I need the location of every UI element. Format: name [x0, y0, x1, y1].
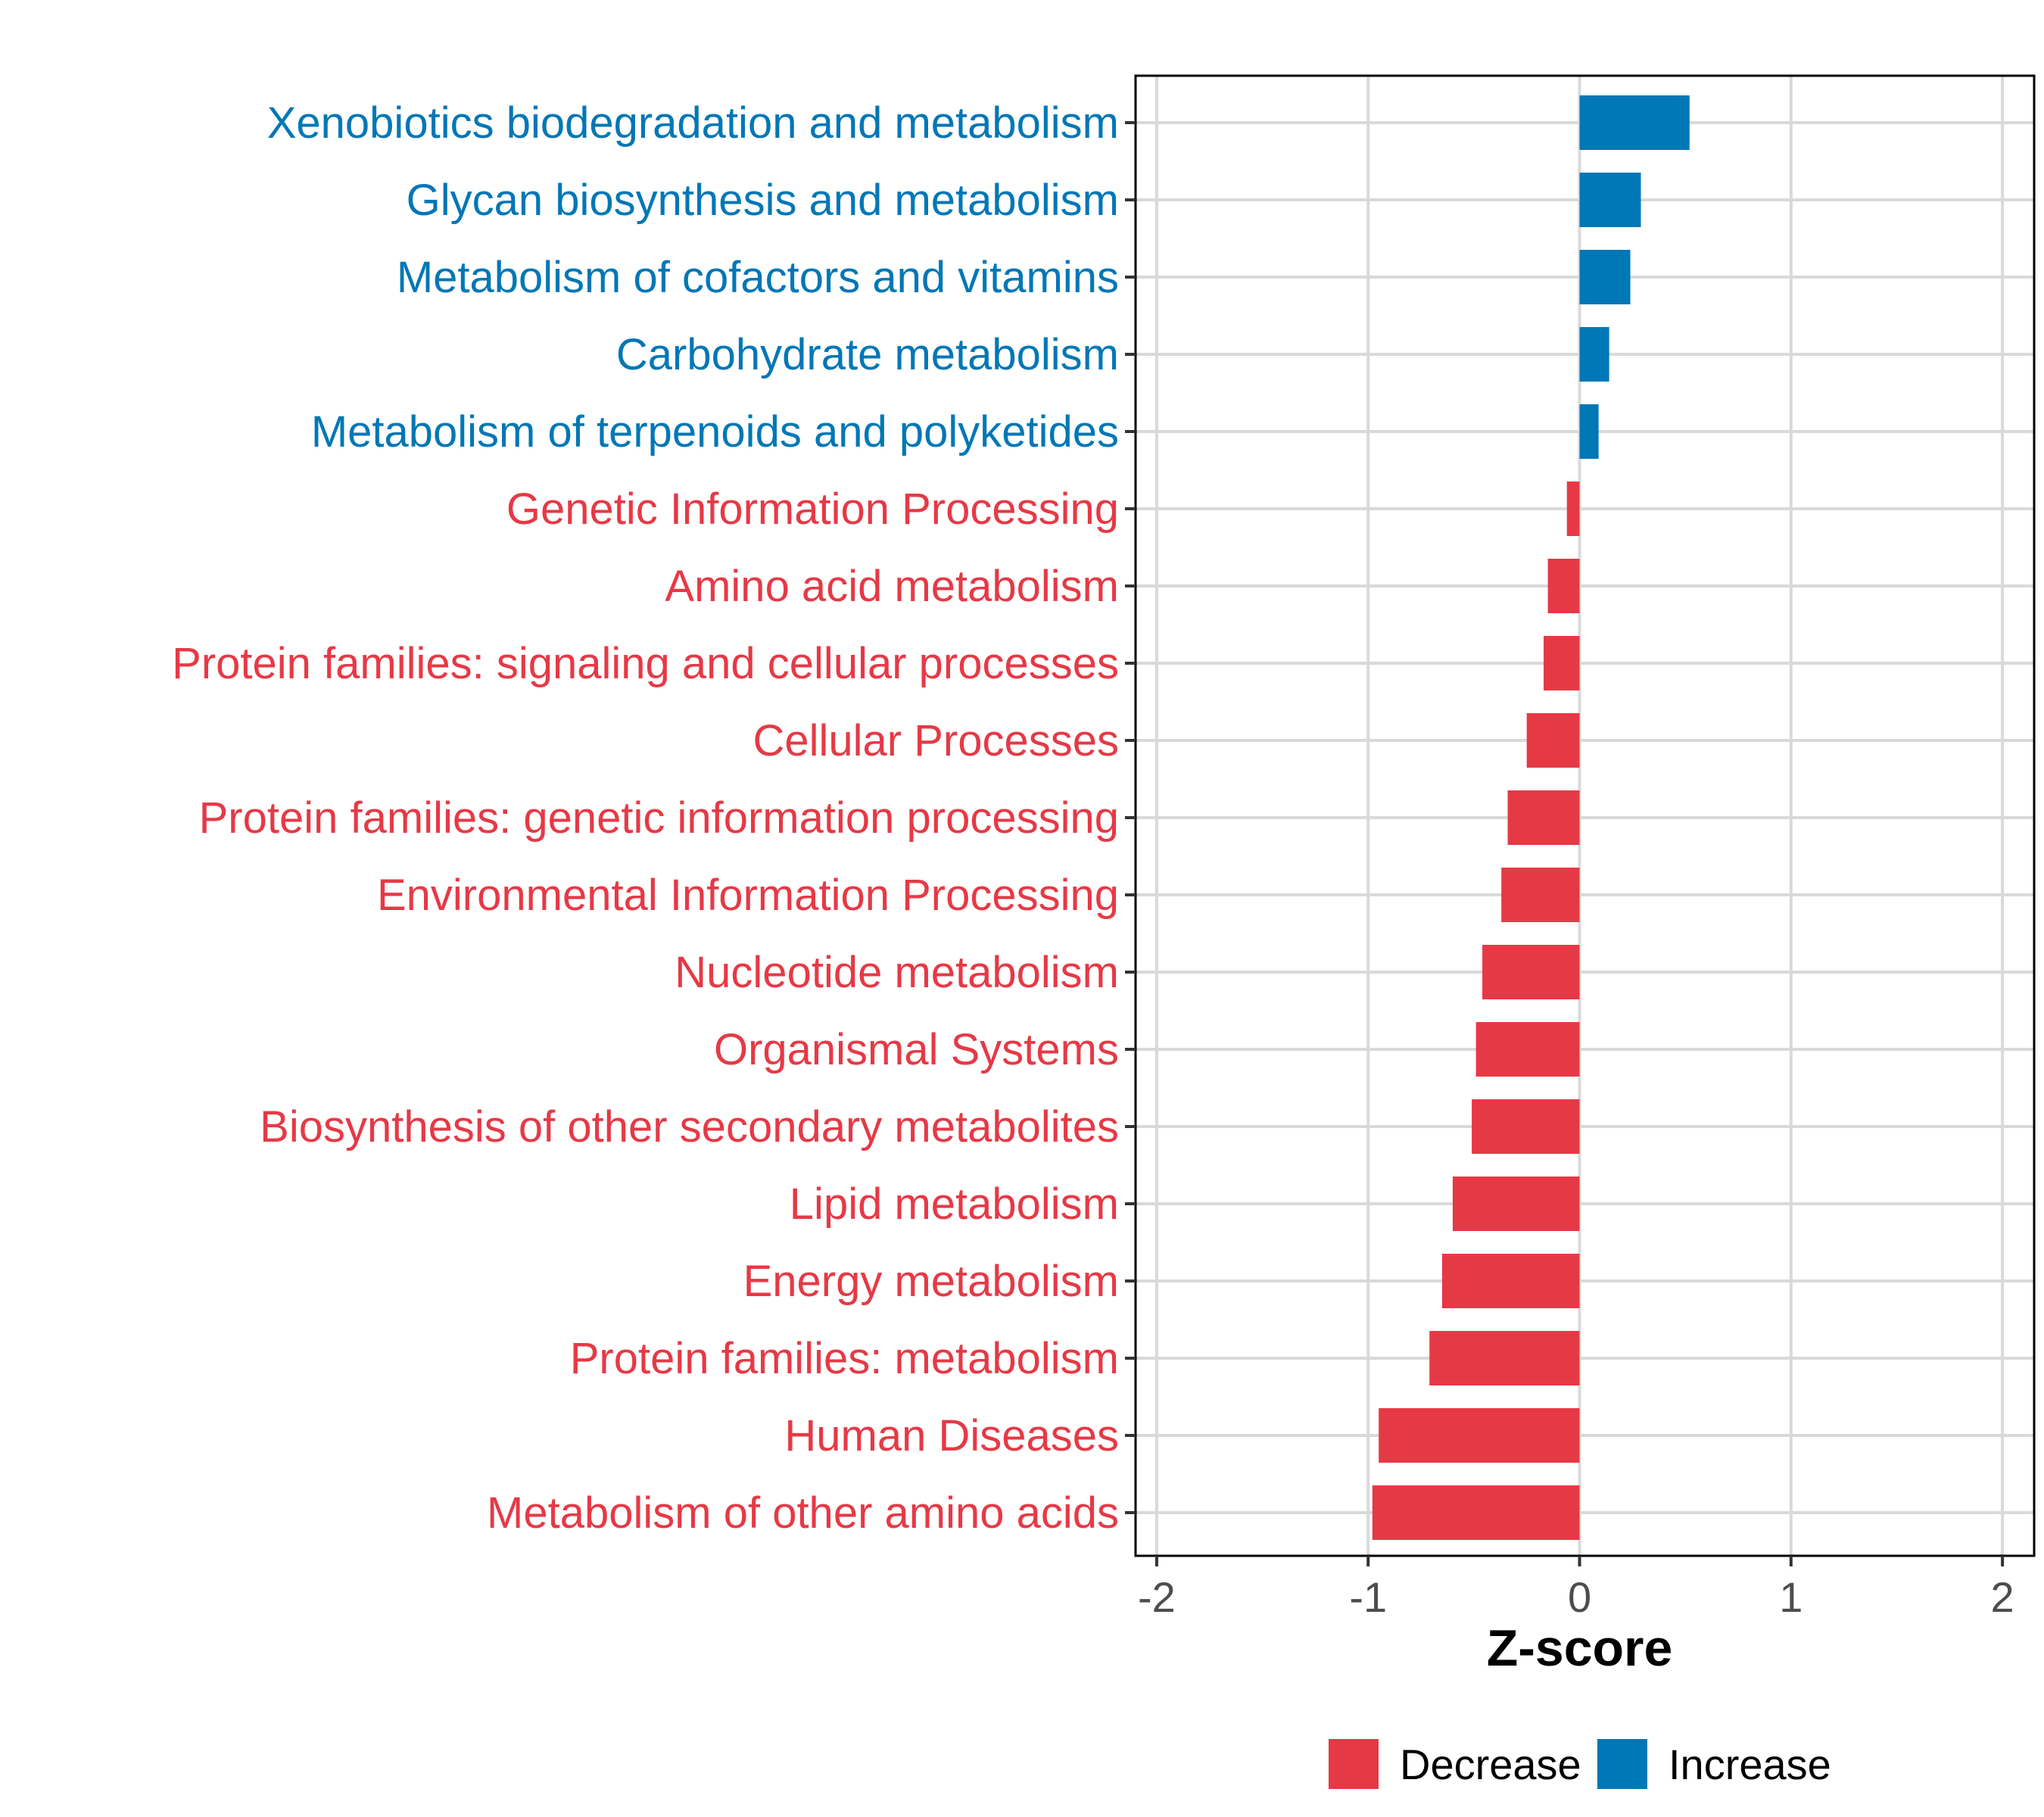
- bar: [1372, 1485, 1580, 1540]
- bar: [1501, 868, 1580, 922]
- category-label: Metabolism of other amino acids: [487, 1488, 1119, 1538]
- bar: [1544, 636, 1580, 690]
- category-label: Amino acid metabolism: [665, 562, 1119, 611]
- legend-key-increase: [1597, 1739, 1647, 1789]
- x-tick-label: 0: [1568, 1573, 1591, 1621]
- bar: [1579, 327, 1609, 382]
- bar: [1379, 1408, 1580, 1463]
- legend-label-increase: Increase: [1669, 1741, 1831, 1788]
- category-label: Cellular Processes: [752, 716, 1119, 765]
- bar: [1579, 250, 1631, 304]
- x-axis-labels: -2 -1 0 1 2: [1138, 1573, 2014, 1621]
- bar: [1579, 404, 1599, 459]
- category-label: Genetic Information Processing: [506, 485, 1119, 534]
- category-label: Protein families: metabolism: [570, 1334, 1119, 1383]
- category-label: Human Diseases: [784, 1411, 1119, 1460]
- category-label: Lipid metabolism: [790, 1180, 1119, 1229]
- bar: [1566, 482, 1580, 536]
- bar: [1507, 790, 1580, 845]
- category-label: Environmental Information Processing: [377, 871, 1119, 920]
- category-label: Nucleotide metabolism: [675, 948, 1119, 997]
- category-label: Protein families: signaling and cellular…: [172, 639, 1119, 688]
- x-tick-label: -1: [1349, 1573, 1387, 1621]
- bar: [1475, 1022, 1580, 1077]
- bar: [1441, 1254, 1580, 1308]
- category-label: Glycan biosynthesis and metabolism: [407, 176, 1119, 225]
- bar: [1547, 559, 1580, 613]
- x-axis-title: Z-score: [1487, 1619, 1673, 1677]
- category-label: Organismal Systems: [714, 1025, 1119, 1074]
- x-axis-ticks: [1154, 1556, 2005, 1566]
- category-label: Energy metabolism: [743, 1257, 1119, 1306]
- y-axis-ticks: [1125, 121, 1136, 1514]
- bar: [1452, 1177, 1580, 1231]
- x-tick-label: 2: [1991, 1573, 2014, 1621]
- x-tick-label: -2: [1138, 1573, 1176, 1621]
- category-label: Metabolism of cofactors and vitamins: [397, 253, 1119, 302]
- category-label: Protein families: genetic information pr…: [199, 793, 1119, 843]
- bar: [1579, 173, 1641, 227]
- bar: [1472, 1099, 1580, 1154]
- legend: Decrease Increase: [1329, 1739, 1831, 1789]
- category-label: Carbohydrate metabolism: [616, 330, 1119, 379]
- bar: [1526, 713, 1580, 768]
- legend-label-decrease: Decrease: [1400, 1741, 1581, 1788]
- category-label: Xenobiotics biodegradation and metabolis…: [267, 98, 1119, 148]
- bar: [1482, 945, 1580, 999]
- y-axis-labels: Xenobiotics biodegradation and metabolis…: [172, 98, 1119, 1538]
- grid: [1136, 76, 2034, 1556]
- panel-border: [1134, 74, 2036, 1557]
- bar: [1429, 1331, 1580, 1385]
- bar: [1579, 95, 1690, 150]
- bars: [1372, 95, 1690, 1540]
- category-label: Metabolism of terpenoids and polyketides: [311, 407, 1119, 457]
- x-tick-label: 1: [1779, 1573, 1803, 1621]
- legend-key-decrease: [1329, 1739, 1379, 1789]
- category-label: Biosynthesis of other secondary metaboli…: [260, 1102, 1119, 1152]
